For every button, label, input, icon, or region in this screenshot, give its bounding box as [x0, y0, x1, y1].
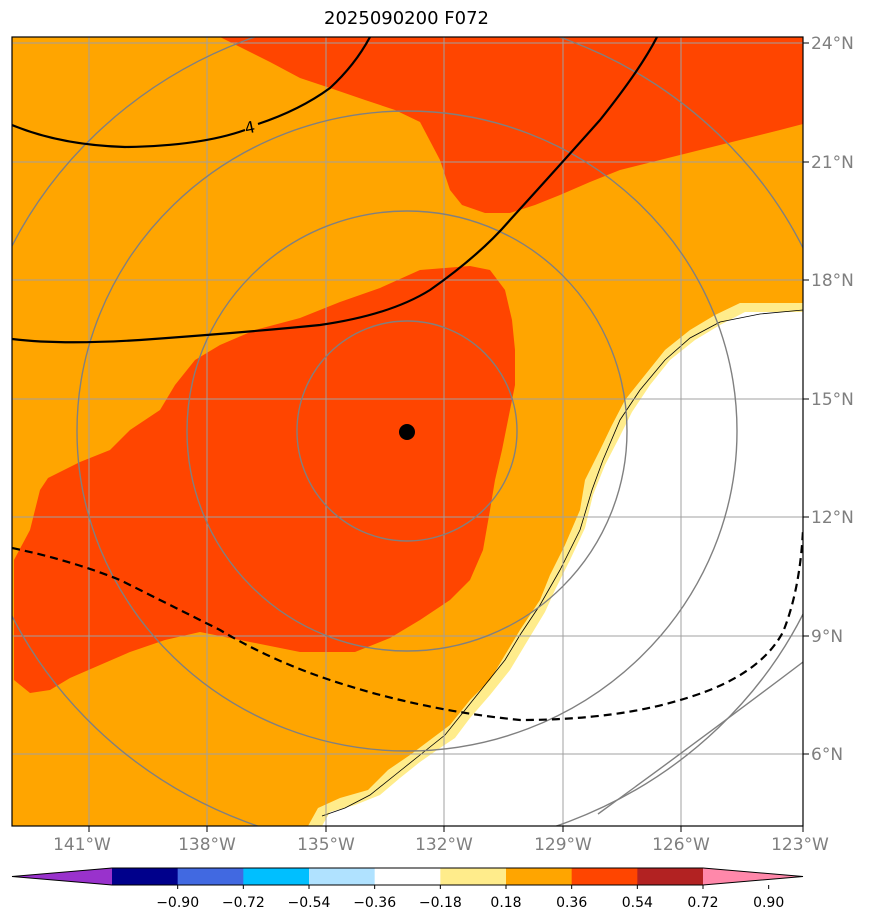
colorbar-tick-label: −0.72 — [222, 895, 265, 911]
colorbar-tick-label: −0.36 — [353, 895, 396, 911]
lon-tick-labels: 141°W 138°W 135°W 132°W 129°W 126°W 123°… — [53, 835, 829, 855]
plot-frame — [11, 36, 804, 827]
map-title: 2025090200 F072 — [324, 8, 489, 29]
solid-contours — [12, 37, 658, 344]
lat-label-21: 21°N — [811, 153, 854, 173]
lat-label-18: 18°N — [811, 271, 854, 291]
colorbar-tick-label: 0.72 — [687, 895, 718, 911]
tick-marks — [88, 42, 809, 832]
contour-4 — [12, 37, 371, 149]
colorbar-segment — [309, 868, 376, 885]
range-ring-5 — [597, 661, 803, 815]
lat-label-9: 9°N — [811, 627, 843, 647]
colorbar-extend-high — [703, 868, 803, 885]
lon-label-129: 129°W — [534, 835, 592, 855]
lat-label-24: 24°N — [811, 34, 854, 54]
lon-label-138: 138°W — [178, 835, 236, 855]
lon-label-135: 135°W — [297, 835, 355, 855]
lon-label-126: 126°W — [652, 835, 710, 855]
field-layer: 4 — [12, 37, 803, 826]
field-white — [322, 312, 803, 826]
colorbar-tick-label: −0.90 — [156, 895, 199, 911]
range-ring-1 — [296, 320, 518, 542]
colorbar-segment — [506, 868, 573, 885]
colorbar-tick-label: −0.18 — [419, 895, 462, 911]
colorbar-tick-label: 0.18 — [490, 895, 521, 911]
field-red-core — [14, 266, 515, 693]
colorbar-outline — [11, 867, 804, 886]
lat-tick-labels: 24°N 21°N 18°N 15°N 12°N 9°N 6°N — [811, 34, 854, 765]
colorbar-segment — [112, 868, 179, 885]
colorbar-tick-label: 0.54 — [622, 895, 653, 911]
colorbar: −0.90 −0.72 −0.54 −0.36 −0.18 0.18 0.36 0.54 0.7… — [11, 867, 804, 911]
lat-label-6: 6°N — [811, 745, 843, 765]
range-ring-2 — [186, 210, 628, 652]
contour-dashed — [12, 529, 803, 722]
colorbar-extend-low — [12, 868, 112, 885]
colorbar-segment — [177, 868, 244, 885]
colorbar-segment — [440, 868, 507, 885]
colorbar-segment — [243, 868, 310, 885]
colorbar-tick-label: 0.36 — [556, 895, 587, 911]
contour-label: 4 — [243, 117, 257, 138]
storm-center-marker — [399, 424, 415, 440]
gridlines — [12, 37, 803, 826]
range-rings — [12, 37, 803, 826]
range-ring-3 — [76, 110, 738, 752]
lon-label-141: 141°W — [53, 835, 111, 855]
edge-contour — [321, 309, 803, 817]
colorbar-tick-label: 0.90 — [753, 895, 784, 911]
colorbar-tick-label: −0.54 — [288, 895, 331, 911]
lat-label-15: 15°N — [811, 390, 854, 410]
colorbar-segment — [637, 868, 704, 885]
lon-label-132: 132°W — [415, 835, 473, 855]
contour-upper — [12, 37, 658, 344]
lat-label-12: 12°N — [811, 508, 854, 528]
colorbar-segment — [571, 868, 638, 885]
dashed-contours — [12, 529, 803, 722]
colorbar-segment — [374, 868, 441, 885]
lon-label-123: 123°W — [771, 835, 829, 855]
field-red-north — [220, 37, 803, 213]
